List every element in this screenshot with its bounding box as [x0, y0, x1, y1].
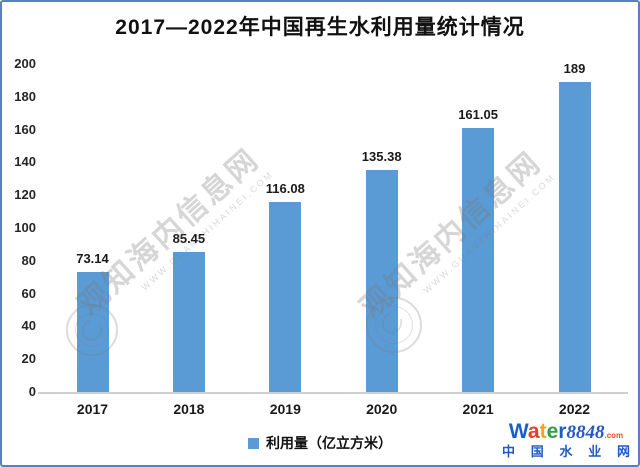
y-tick-label: 200	[14, 56, 36, 71]
x-tick-label: 2022	[558, 401, 591, 417]
bar-value-label: 73.14	[76, 251, 109, 267]
water8848-logo: Water8848.com 中国水业网	[502, 421, 630, 458]
y-tick-label: 180	[14, 88, 36, 104]
brand-subtitle-char: 中	[502, 444, 516, 459]
bar-2018	[172, 251, 205, 392]
brand-domain: .com	[604, 431, 624, 440]
brand-number: 8848	[566, 422, 605, 443]
y-tick-label: 80	[21, 252, 36, 268]
legend: 利用量（亿立方米）	[248, 433, 392, 453]
brand-subtitle: 中国水业网	[502, 445, 630, 458]
bar-2019	[269, 201, 302, 392]
y-tick-label: 100	[14, 220, 36, 235]
bar-2021	[462, 127, 495, 392]
y-tick-label: 120	[14, 187, 36, 203]
y-tick-label: 20	[21, 351, 36, 367]
bar-value-label: 161.05	[458, 106, 498, 122]
x-tick-label: 2018	[173, 401, 205, 417]
x-tick-label: 2017	[76, 401, 109, 417]
y-tick-label: 60	[21, 285, 36, 301]
bar-2022	[558, 82, 591, 392]
brand-subtitle-char: 业	[588, 444, 602, 459]
brand-letter: e	[546, 420, 559, 443]
brand-letter: r	[558, 420, 567, 443]
x-tick-label: 2019	[269, 401, 301, 417]
bar-value-label: 189	[563, 61, 586, 77]
brand-subtitle-char: 国	[530, 444, 544, 459]
legend-label: 利用量（亿立方米）	[266, 435, 392, 451]
brand-letter: W	[508, 420, 528, 443]
y-tick-label: 160	[14, 121, 36, 137]
y-tick-label: 140	[14, 154, 36, 170]
brand-subtitle-char: 网	[616, 444, 630, 459]
brand-letter: a	[527, 420, 540, 443]
x-tick-label: 2020	[366, 401, 398, 417]
chart-title: 2017—2022年中国再生水利用量统计情况	[115, 16, 525, 39]
brand-subtitle-char: 水	[559, 444, 573, 459]
y-tick-label: 0	[28, 384, 36, 399]
x-axis-line	[38, 392, 628, 394]
bar-value-label: 116.08	[265, 180, 305, 196]
bar-value-label: 135.38	[361, 148, 402, 164]
water8848-wordmark: Water8848.com	[502, 421, 630, 442]
water-letters: Water	[509, 421, 567, 442]
x-tick-label: 2021	[462, 401, 494, 417]
legend-swatch-icon	[248, 437, 259, 449]
y-tick-label: 40	[21, 318, 36, 334]
bar-2017	[76, 272, 109, 392]
bar-2020	[365, 169, 398, 392]
bar-value-label: 85.45	[172, 230, 206, 246]
brand-letter: t	[539, 420, 547, 443]
